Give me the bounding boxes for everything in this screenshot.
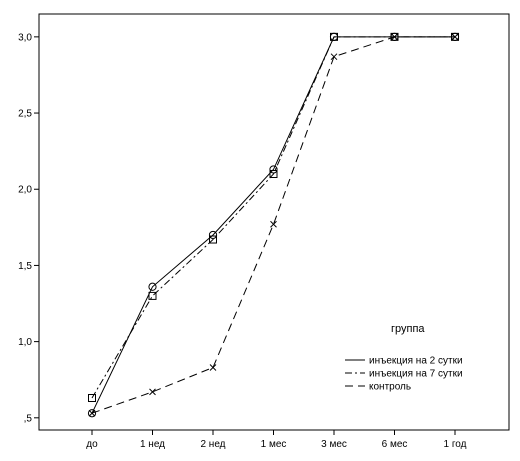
x-tick-label: 1 нед <box>140 439 165 450</box>
data-point-square <box>88 394 96 402</box>
data-point-square <box>209 235 217 244</box>
x-tick-label: 3 мес <box>321 439 347 450</box>
x-tick-label: до <box>86 439 98 450</box>
data-point-square <box>269 170 278 178</box>
data-point-square <box>390 32 399 41</box>
data-point-x <box>88 409 96 417</box>
data-point-circle <box>87 409 97 418</box>
x-tick-label: 1 мес <box>261 439 287 450</box>
x-tick-label: 2 нед <box>200 439 225 450</box>
y-tick-label: 2,0 <box>18 185 32 196</box>
x-tick-label: 6 мес <box>382 439 408 450</box>
y-tick-label: 3,0 <box>18 32 32 43</box>
data-point-circle <box>148 282 157 291</box>
legend-label: контроль <box>369 382 411 393</box>
legend-label: инъекция на 2 сутки <box>369 356 463 367</box>
data-point-x <box>391 33 398 41</box>
data-point-square <box>148 291 157 300</box>
y-tick-label: ,5 <box>24 413 33 424</box>
data-point-x <box>209 364 217 371</box>
y-tick-label: 1,0 <box>18 337 32 348</box>
data-point-circle <box>208 230 218 240</box>
series-3 <box>88 33 459 417</box>
y-tick-label: 2,5 <box>18 109 32 120</box>
x-tick-label: 1 год <box>444 439 467 450</box>
data-point-square <box>330 32 338 41</box>
data-point-x <box>149 388 156 396</box>
legend-title: группа <box>391 323 425 335</box>
legend-label: инъекция на 7 сутки <box>369 369 463 380</box>
series-layer <box>87 32 460 418</box>
data-point-x <box>330 53 338 61</box>
y-tick-label: 1,5 <box>18 261 32 272</box>
data-point-square <box>451 32 459 41</box>
legend: группа инъекция на 2 сутки инъекция на 7 … <box>345 323 463 393</box>
legend-entries: инъекция на 2 сутки инъекция на 7 сутки ко… <box>345 356 463 393</box>
data-point-x <box>270 220 277 228</box>
axes: ,5 1,0 1,5 2,0 2,5 3,0 до 1 нед 2 нед 1 мес 3 мес 6… <box>18 32 467 450</box>
data-point-x <box>451 33 459 41</box>
